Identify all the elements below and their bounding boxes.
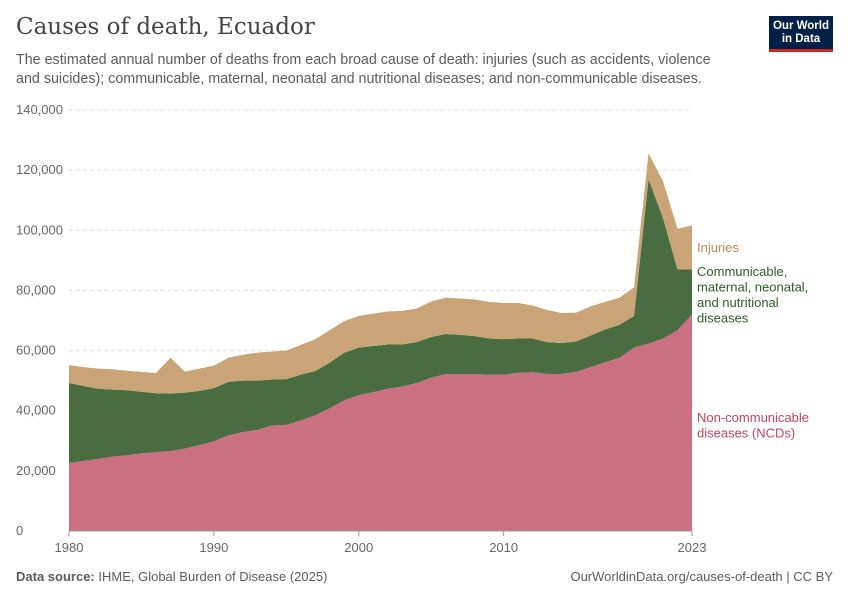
y-tick-label: 40,000 xyxy=(16,403,56,418)
logo-line1: Our World xyxy=(772,20,829,32)
footer-url[interactable]: OurWorldinData.org/causes-of-death | CC … xyxy=(570,569,833,584)
source-text[interactable]: IHME, Global Burden of Disease (2025) xyxy=(98,569,328,584)
y-tick-label: 0 xyxy=(16,523,23,538)
y-tick-label: 20,000 xyxy=(16,463,56,478)
y-tick-label: 100,000 xyxy=(16,222,63,237)
chart-title: Causes of death, Ecuador xyxy=(16,14,315,40)
owid-logo[interactable]: Our World in Data xyxy=(769,16,833,52)
y-tick-label: 120,000 xyxy=(16,162,63,177)
area-series-2 xyxy=(69,153,692,394)
area-series-0 xyxy=(69,314,692,531)
y-tick-label: 140,000 xyxy=(16,102,63,117)
series-label-1: Communicable, maternal, neonatal, and nutr… xyxy=(697,264,808,326)
area-series-1 xyxy=(69,179,692,464)
x-tick-label: 2000 xyxy=(344,540,373,555)
y-tick-label: 80,000 xyxy=(16,282,56,297)
y-tick-label: 60,000 xyxy=(16,343,56,358)
x-tick-label: 2023 xyxy=(678,540,707,555)
chart-subtitle: The estimated annual number of deaths fr… xyxy=(16,52,711,87)
x-tick-label: 1980 xyxy=(55,540,84,555)
series-label-2: Injuries xyxy=(697,240,739,255)
data-source: Data source: IHME, Global Burden of Dise… xyxy=(16,569,327,584)
series-label-0: Non-communicable diseases (NCDs) xyxy=(697,410,809,441)
source-label: Data source: xyxy=(16,569,95,584)
x-tick-label: 1990 xyxy=(199,540,228,555)
x-tick-label: 2010 xyxy=(489,540,518,555)
logo-line2: in Data xyxy=(781,33,821,45)
